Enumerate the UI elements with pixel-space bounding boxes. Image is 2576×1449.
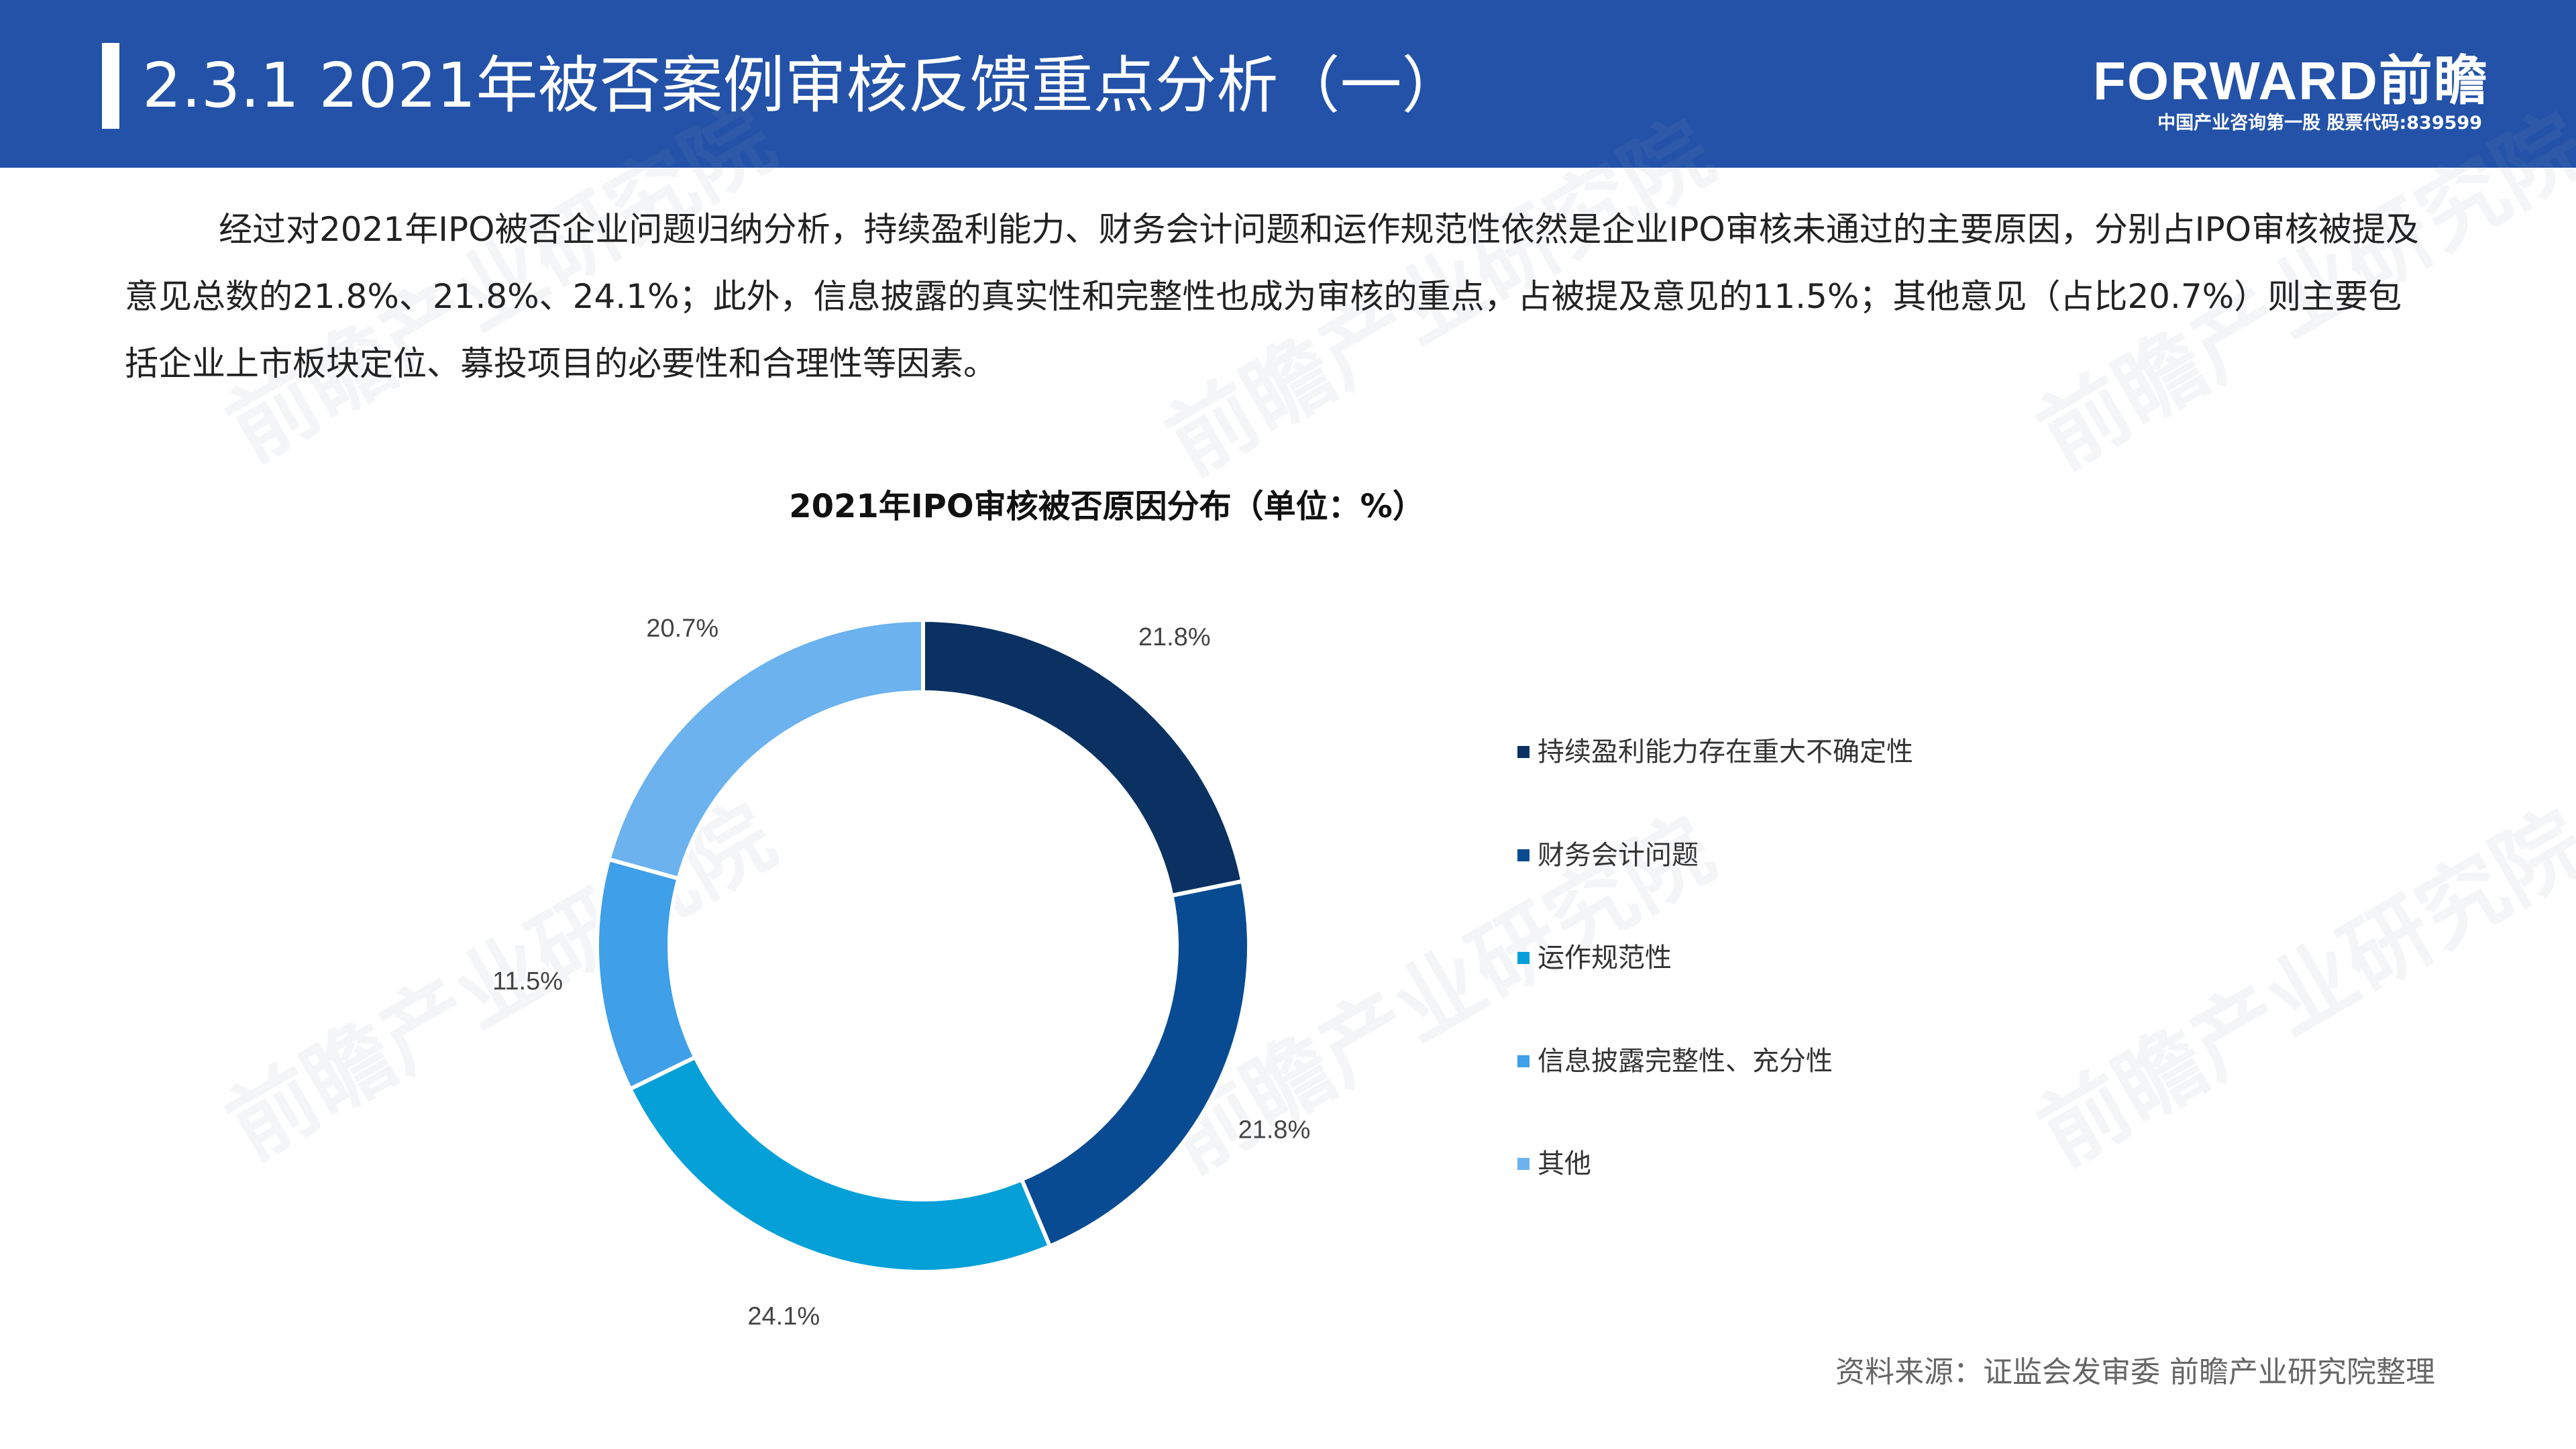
donut-slice <box>1019 879 1251 1249</box>
brand-subtitle: 中国产业咨询第一股 股票代码:839599 <box>2157 113 2482 133</box>
brand-logo: FORWARD前瞻 中国产业咨询第一股 股票代码:839599 <box>2093 51 2489 138</box>
data-label: 20.7% <box>646 614 718 643</box>
data-label: 11.5% <box>492 967 563 996</box>
legend-item: 运作规范性 <box>1517 941 2054 1044</box>
chart-title: 2021年IPO审核被否原因分布（单位：%） <box>789 488 1425 525</box>
legend-label: 运作规范性 <box>1538 943 1672 973</box>
analysis-paragraph: 经过对2021年IPO被否企业问题归纳分析，持续盈利能力、财务会计问题和运作规范… <box>125 210 2420 383</box>
legend-swatch <box>1517 1158 1529 1170</box>
header-accent-bar <box>102 43 119 129</box>
page-title: 2.3.1 2021年被否案例审核反馈重点分析（一） <box>142 50 1464 121</box>
data-label: 24.1% <box>747 1302 820 1330</box>
legend-label: 其他 <box>1538 1148 1591 1179</box>
legend-swatch <box>1517 952 1529 964</box>
legend-swatch <box>1517 746 1529 758</box>
source-note: 资料来源：证监会发审委 前瞻产业研究院整理 <box>1835 1355 2435 1389</box>
donut-slice <box>595 857 698 1092</box>
legend-item: 财务会计问题 <box>1517 839 2054 942</box>
brand-logo-text: FORWARD前瞻 <box>2093 51 2489 111</box>
legend-swatch <box>1517 849 1529 861</box>
legend-label: 持续盈利能力存在重大不确定性 <box>1538 737 1913 767</box>
donut-slice <box>606 617 925 881</box>
chart-legend: 持续盈利能力存在重大不确定性 财务会计问题 运作规范性信息披露完整性、充分性 其他 <box>1517 735 2054 1250</box>
header-banner: 2.3.1 2021年被否案例审核反馈重点分析（一） FORWARD前瞻 中国产… <box>0 0 2576 168</box>
donut-slice <box>921 617 1245 898</box>
legend-item: 其他 <box>1517 1147 2054 1250</box>
donut-slice <box>627 1054 1053 1274</box>
legend-swatch <box>1517 1055 1529 1067</box>
data-label: 21.8% <box>1238 1116 1311 1144</box>
data-label: 21.8% <box>1138 623 1211 651</box>
legend-label: 财务会计问题 <box>1538 839 1699 871</box>
legend-item: 持续盈利能力存在重大不确定性 <box>1517 735 2054 839</box>
legend-item: 信息披露完整性、充分性 <box>1517 1044 2054 1148</box>
legend-label: 信息披露完整性、充分性 <box>1538 1045 1833 1077</box>
